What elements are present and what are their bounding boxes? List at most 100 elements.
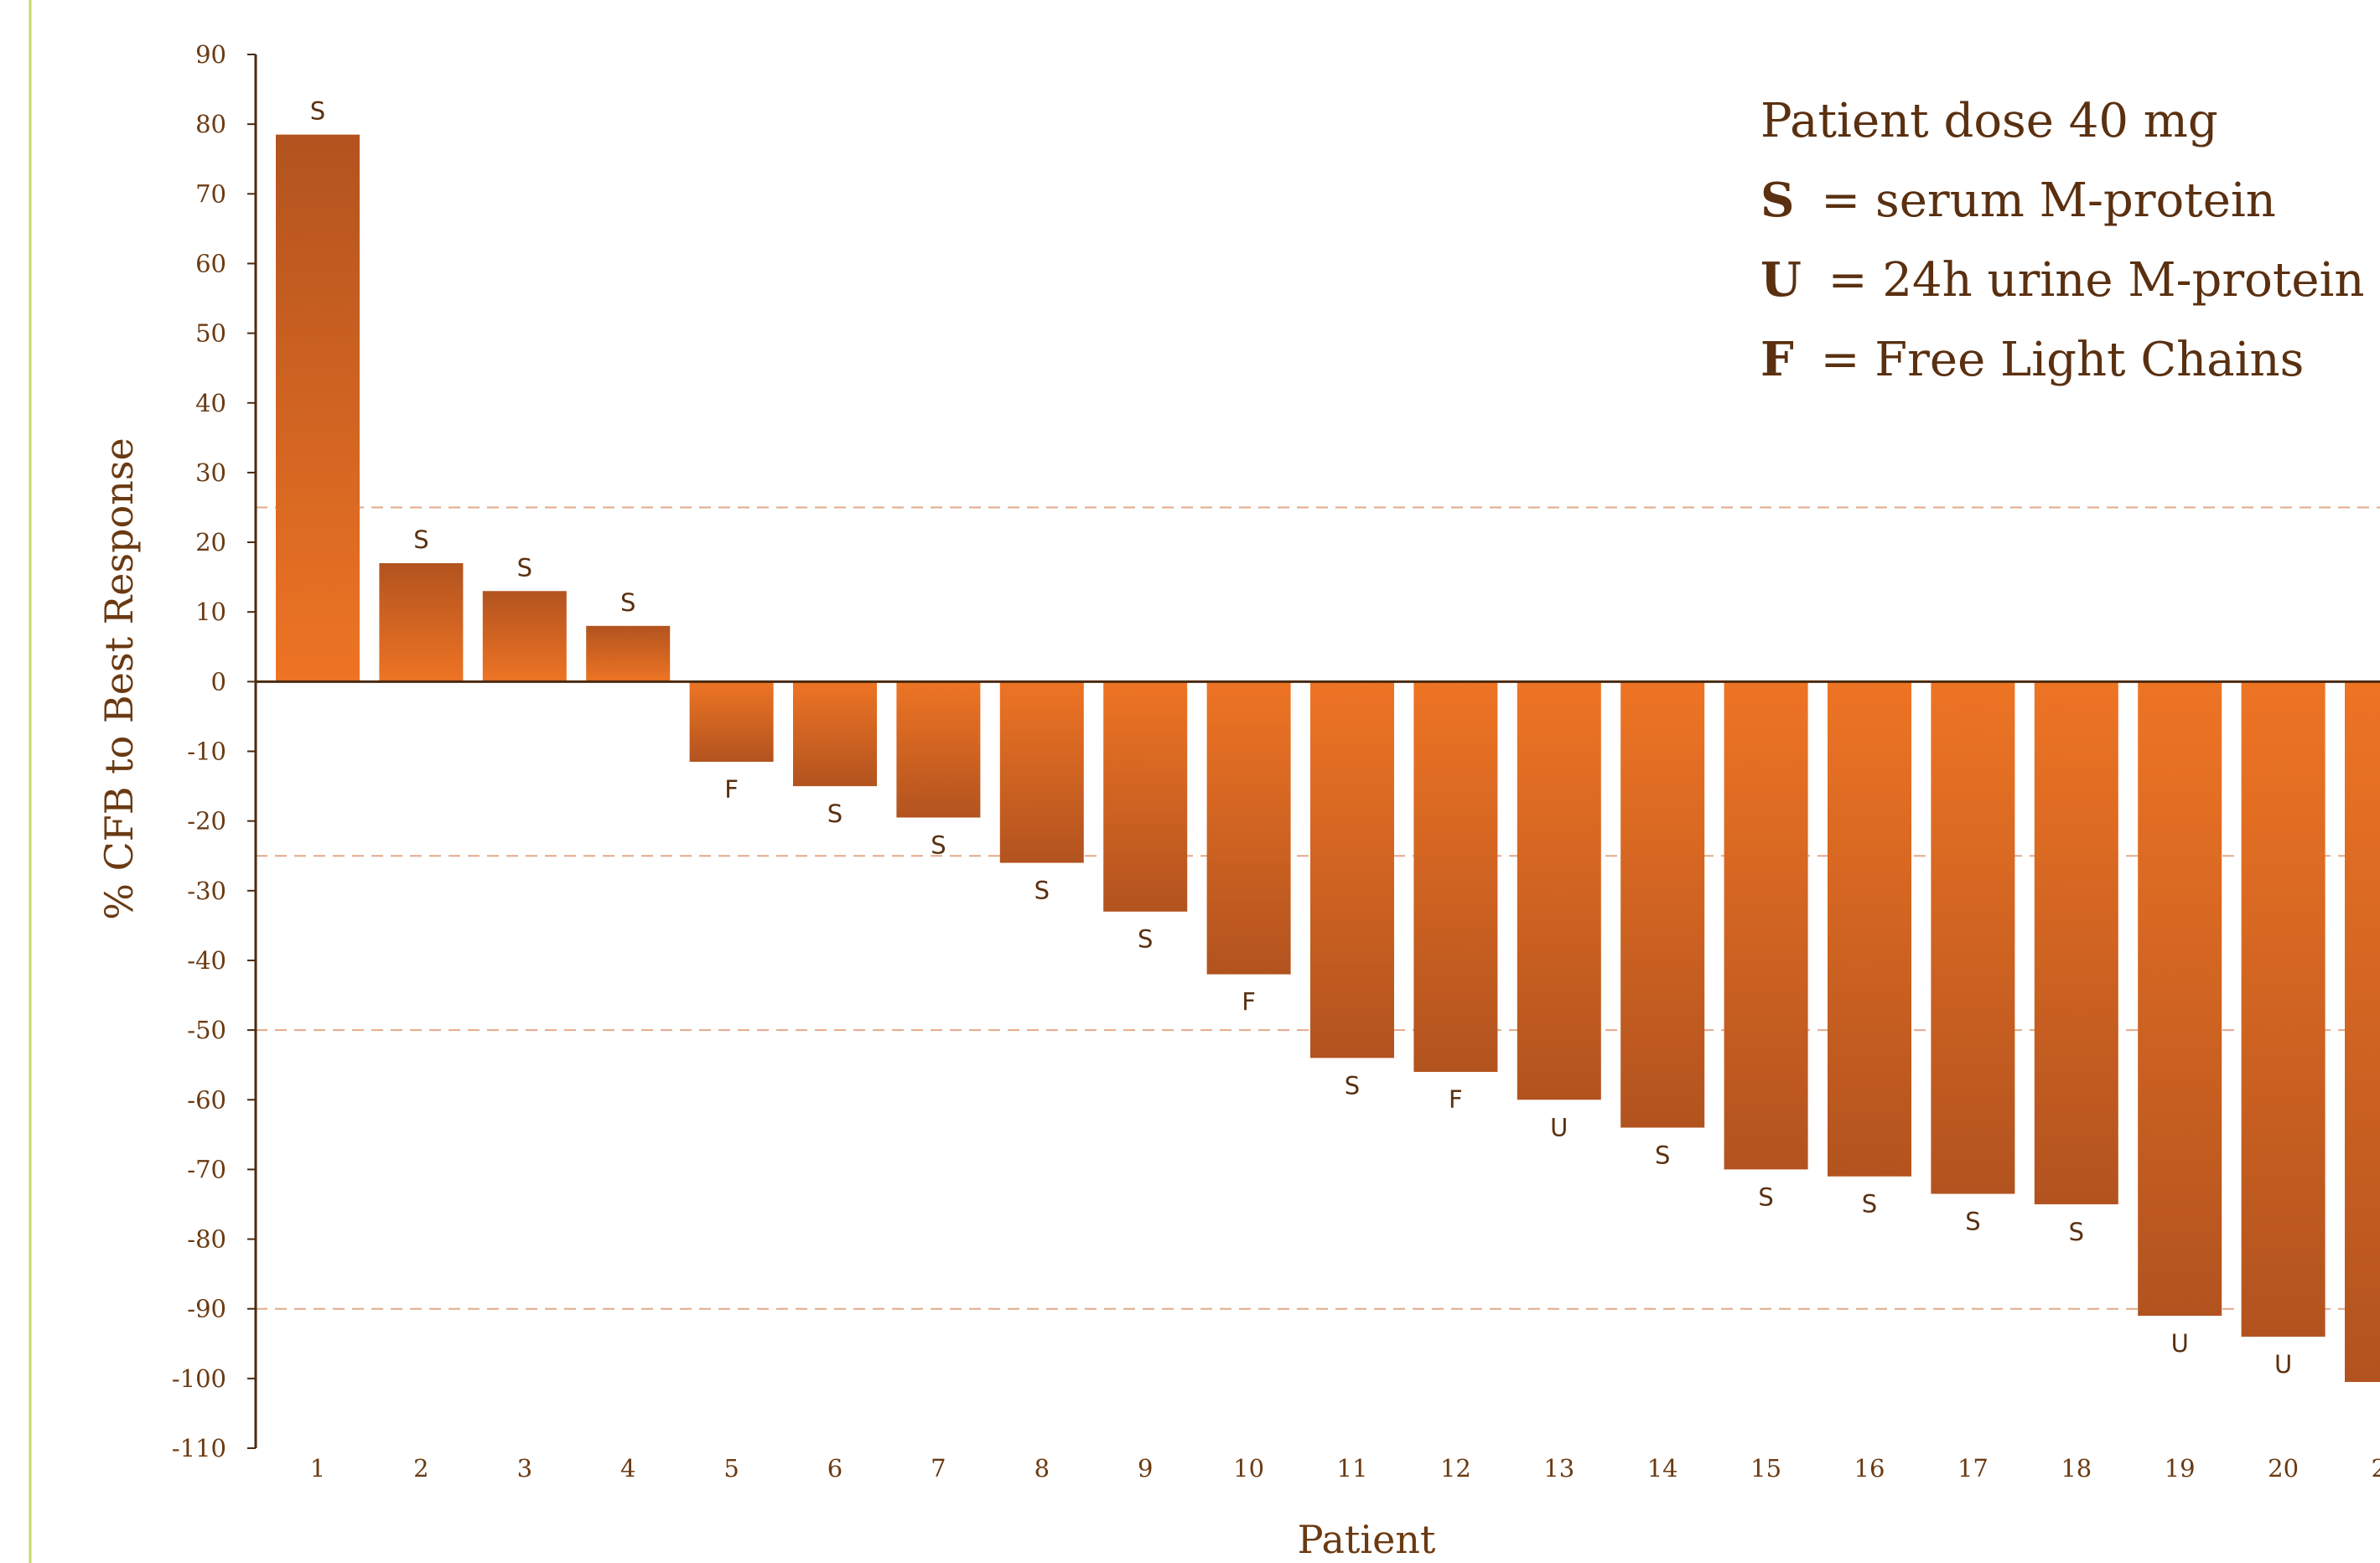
bar-patient-8 xyxy=(999,681,1084,863)
bar-label: U xyxy=(2274,1350,2292,1379)
legend-dose: Patient dose 40 mg xyxy=(1760,94,2218,148)
y-tick-label: 0 xyxy=(211,667,226,696)
bar-label: S xyxy=(2069,1218,2084,1246)
bar-patient-3 xyxy=(482,591,567,682)
y-tick-label: -20 xyxy=(187,807,226,836)
legend-key-f: F xyxy=(1760,332,1794,387)
x-tick-label: 7 xyxy=(931,1454,946,1483)
x-tick-label: 8 xyxy=(1034,1454,1050,1483)
bar-patient-1 xyxy=(276,134,360,682)
y-tick-label: 60 xyxy=(195,249,226,277)
x-tick-label: 1 xyxy=(310,1454,325,1483)
bar-patient-14 xyxy=(1620,681,1705,1128)
bar-patient-18 xyxy=(2034,681,2118,1204)
y-tick-label: -40 xyxy=(187,946,226,975)
y-tick-label: 70 xyxy=(195,179,226,208)
bar-label: S xyxy=(1758,1183,1773,1211)
bar-patient-11 xyxy=(1310,681,1394,1058)
x-tick-label: 18 xyxy=(2061,1454,2092,1483)
y-tick-label: -110 xyxy=(172,1434,226,1462)
legend-item-s: S = serum M-protein xyxy=(1760,173,2276,228)
bar-label: F xyxy=(1242,988,1256,1017)
legend-text-u: = 24h urine M-protein xyxy=(1828,253,2365,308)
legend-text-f: = Free Light Chains xyxy=(1821,333,2305,387)
x-tick-label: 10 xyxy=(1233,1454,1264,1483)
bar-patient-21 xyxy=(2345,681,2380,1383)
bar-patient-17 xyxy=(1931,681,2015,1194)
bar-label: S xyxy=(1862,1190,1877,1219)
y-tick-label: -100 xyxy=(172,1364,226,1393)
bar-label: S xyxy=(931,831,946,859)
y-tick-label: -30 xyxy=(187,877,226,905)
bar-patient-9 xyxy=(1103,681,1188,912)
bars-group xyxy=(276,134,2380,1383)
x-tick-label: 13 xyxy=(1543,1454,1574,1483)
y-tick-label: 30 xyxy=(195,458,226,487)
bar-label: F xyxy=(1449,1085,1463,1114)
legend-key-u: U xyxy=(1760,252,1802,308)
x-tick-label: 12 xyxy=(1440,1454,1471,1483)
x-tick-label: 21 xyxy=(2372,1454,2380,1483)
bar-patient-7 xyxy=(896,681,981,818)
x-tick-label: 11 xyxy=(1337,1454,1368,1483)
x-tick-label: 3 xyxy=(517,1454,532,1483)
y-tick-label: -50 xyxy=(187,1016,226,1044)
bar-patient-15 xyxy=(1724,681,1808,1170)
bar-label: S xyxy=(1034,877,1050,905)
bar-label: S xyxy=(1655,1141,1670,1170)
x-tick-label: 19 xyxy=(2165,1454,2196,1483)
bar-patient-20 xyxy=(2241,681,2326,1337)
y-tick-label: -90 xyxy=(187,1295,226,1323)
x-tick-label: 2 xyxy=(413,1454,428,1483)
legend-item-f: F = Free Light Chains xyxy=(1760,332,2304,387)
x-tick-label: 14 xyxy=(1647,1454,1678,1483)
x-tick-label: 20 xyxy=(2268,1454,2299,1483)
bar-patient-2 xyxy=(379,562,464,682)
bar-patient-12 xyxy=(1413,681,1498,1072)
y-tick-label: 10 xyxy=(195,598,226,626)
bar-label: U xyxy=(2171,1329,2189,1358)
bar-label: F xyxy=(724,775,739,804)
bar-label: S xyxy=(620,588,635,617)
y-tick-label: 90 xyxy=(195,40,226,69)
bar-label: S xyxy=(413,525,428,554)
bar-patient-19 xyxy=(2138,681,2222,1317)
x-tick-label: 6 xyxy=(827,1454,843,1483)
y-axis: 90 80 70 60 50 40 30 20 10 0 -10 -20 -30 -40 -50 -60 -70… xyxy=(172,40,257,1462)
x-axis-title: Patient xyxy=(1298,1517,1436,1562)
x-tick-label: 4 xyxy=(620,1454,635,1483)
x-tick-label: 5 xyxy=(723,1454,739,1483)
bar-label: S xyxy=(517,553,532,582)
y-tick-label: -60 xyxy=(187,1085,226,1114)
bar-patient-6 xyxy=(793,681,877,787)
bar-label: S xyxy=(310,97,325,126)
bar-patient-4 xyxy=(586,625,671,682)
x-tick-label: 15 xyxy=(1750,1454,1781,1483)
y-tick-label: -80 xyxy=(187,1225,226,1254)
y-tick-label: 80 xyxy=(195,110,226,138)
bar-patient-16 xyxy=(1828,681,1911,1177)
bar-label: S xyxy=(1345,1071,1360,1100)
bar-patient-10 xyxy=(1206,681,1291,975)
bar-label: U xyxy=(1550,1113,1568,1141)
x-tick-label: 17 xyxy=(1957,1454,1989,1483)
y-axis-title: % CFB to Best Response xyxy=(96,437,142,919)
legend-text-s: = serum M-protein xyxy=(1821,173,2276,228)
bar-patient-5 xyxy=(689,681,774,762)
y-tick-label: 50 xyxy=(195,319,226,348)
y-tick-label: 40 xyxy=(195,389,226,417)
y-tick-label: -70 xyxy=(187,1155,226,1183)
bar-label: S xyxy=(1965,1208,1980,1236)
x-axis: 123456789101112131415161718192021 xyxy=(256,680,2380,1483)
legend-key-s: S xyxy=(1760,173,1794,228)
bar-label: S xyxy=(827,800,843,828)
x-tick-label: 9 xyxy=(1138,1454,1153,1483)
bar-patient-13 xyxy=(1517,681,1601,1100)
y-tick-label: -10 xyxy=(187,738,226,766)
legend: Patient dose 40 mg S = serum M-protein U… xyxy=(1760,94,2364,387)
x-tick-label: 16 xyxy=(1854,1454,1885,1483)
y-tick-label: 20 xyxy=(195,528,226,556)
legend-item-u: U = 24h urine M-protein xyxy=(1760,252,2364,308)
